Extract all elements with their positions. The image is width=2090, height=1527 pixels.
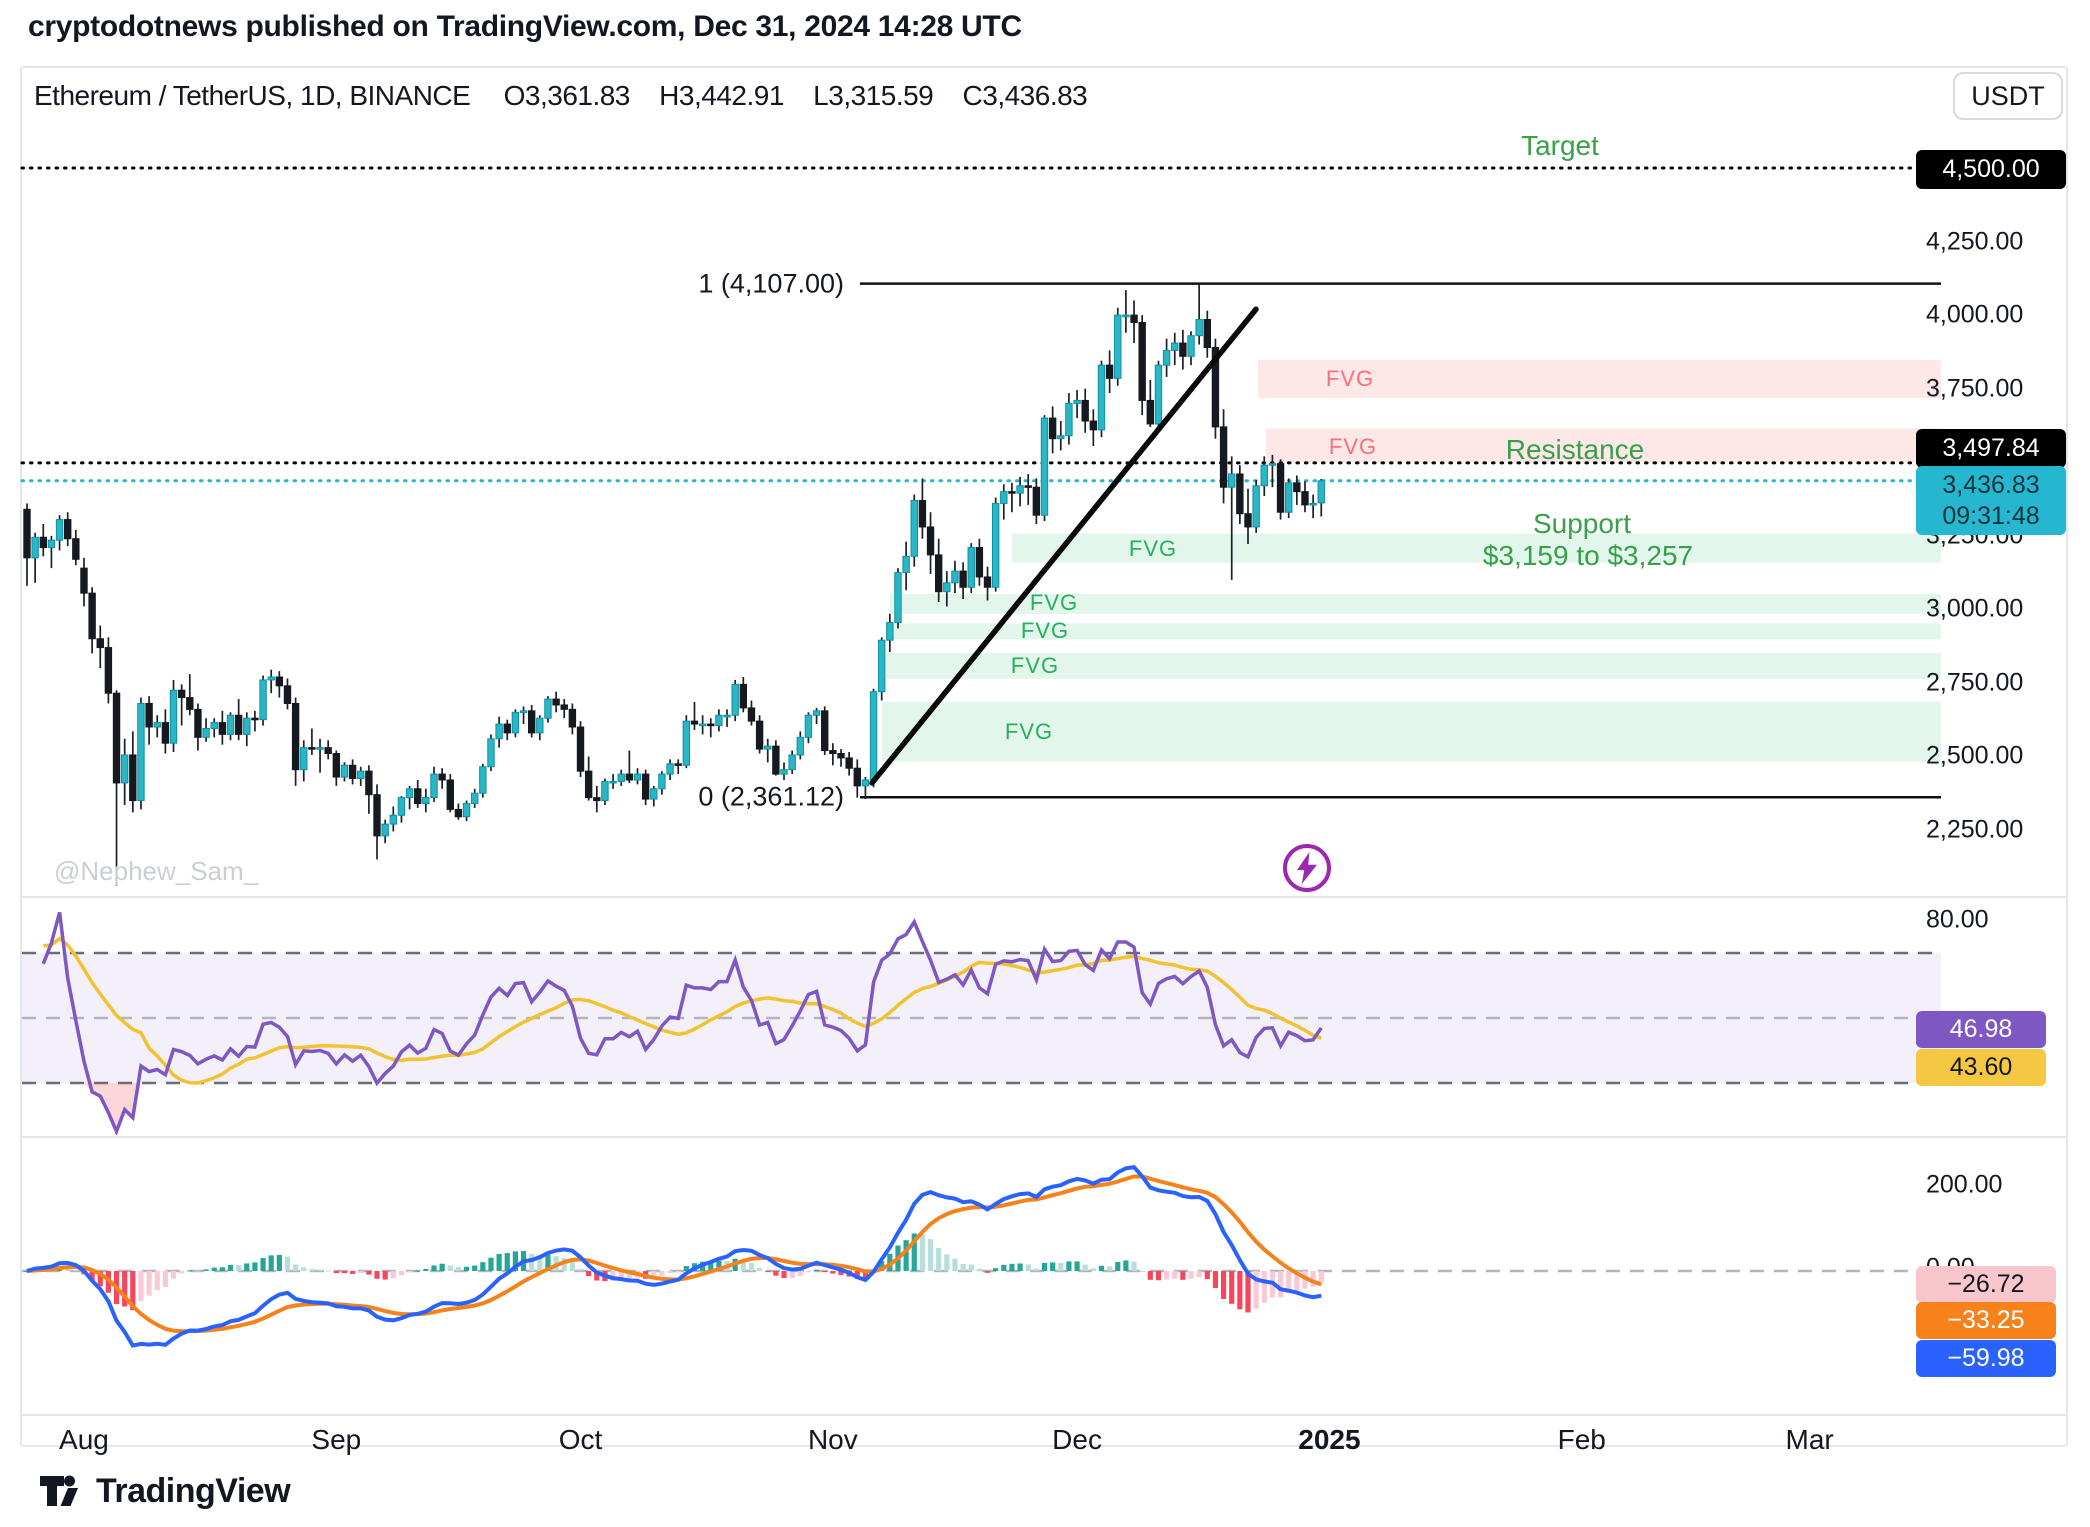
resistance-label: Resistance (1505, 434, 1645, 465)
bar-countdown: 09:31:48 (1942, 501, 2040, 530)
price-tick: 4,250.00 (1926, 227, 2024, 256)
date-axis-label-2025: 2025 (1298, 1424, 1361, 1455)
rsi-line (41, 911, 1323, 1135)
macd-line-pill: −59.98 (1916, 1340, 2056, 1377)
fvg-zone-label: FVG (1128, 536, 1178, 561)
target-label: Target (1521, 130, 1599, 161)
fvg-zone-red (1258, 360, 1941, 399)
symbol-bar: Ethereum / TetherUS, 1D, BINANCE O3,361.… (34, 80, 1109, 112)
fvg-zone-red (1266, 428, 1941, 463)
high-value: H3,442.91 (659, 80, 784, 111)
tradingview-logo[interactable]: TradingView (38, 1468, 291, 1514)
fib-level-1-label[interactable]: 1 (4,107.00) (698, 268, 844, 299)
fvg-zone-green (890, 623, 1941, 640)
date-axis-label-Dec: Dec (1052, 1424, 1102, 1455)
fib-level-0-label[interactable]: 0 (2,361.12) (698, 781, 844, 812)
fvg-zone-green (882, 701, 1941, 762)
date-axis-label-Sep: Sep (311, 1424, 362, 1455)
macd-hist-pill: −26.72 (1916, 1266, 2056, 1303)
symbol-title[interactable]: Ethereum / TetherUS, 1D, BINANCE (34, 80, 471, 111)
lightning-icon (1297, 852, 1317, 884)
currency-toggle-button[interactable]: USDT (1953, 72, 2063, 120)
support-label: Support (1532, 508, 1632, 539)
fvg-zone-label: FVG (1010, 653, 1060, 678)
price-tick: 2,500.00 (1926, 741, 2024, 770)
tradingview-logo-icon (40, 1475, 78, 1506)
fvg-zone-label: FVG (1020, 618, 1070, 643)
macd-signal-pill: −33.25 (1916, 1302, 2056, 1339)
fvg-zone-green (890, 594, 1941, 615)
fvg-zone-label: FVG (1328, 434, 1378, 459)
fvg-zone-green (1012, 533, 1941, 563)
candles (23, 283, 1325, 886)
author-watermark: @Nephew_Sam_ (54, 856, 259, 886)
date-axis-label-Aug: Aug (59, 1424, 109, 1455)
trend-line (869, 306, 1259, 786)
fvg-zone-label: FVG (1004, 719, 1054, 744)
fvg-zone-label: FVG (1325, 366, 1375, 391)
rsi-ma-value-pill: 43.60 (1916, 1049, 2046, 1086)
macd-axis-200: 200.00 (1926, 1170, 2003, 1199)
last-price-pill: 3,436.83 09:31:48 (1916, 466, 2066, 535)
price-tick: 2,250.00 (1926, 815, 2024, 844)
macd-signal-line (26, 1174, 1322, 1334)
date-axis-label-Oct: Oct (558, 1424, 603, 1455)
resistance-price-pill: 3,497.84 (1916, 429, 2066, 468)
boost-reaction-button[interactable] (1283, 844, 1331, 892)
close-value: C3,436.83 (962, 80, 1088, 111)
fvg-zone-label: FVG (1029, 590, 1079, 615)
rsi-ma-line (43, 936, 1322, 1085)
date-axis-label-Nov: Nov (807, 1424, 858, 1455)
low-value: L3,315.59 (813, 80, 934, 111)
date-axis-label-Mar: Mar (1785, 1424, 1834, 1455)
fvg-zone-green (886, 652, 1941, 679)
price-tick: 2,750.00 (1926, 668, 2024, 697)
open-value: O3,361.83 (503, 80, 631, 111)
rsi-value-pill: 46.98 (1916, 1011, 2046, 1048)
macd-line (26, 1164, 1322, 1348)
support-range-label: $3,159 to $3,257 (1482, 540, 1694, 571)
date-axis-label-Feb: Feb (1557, 1424, 1606, 1455)
ohlc-values: O3,361.83 H3,442.91 L3,315.59 C3,436.83 (504, 80, 1110, 111)
price-tick: 3,000.00 (1926, 594, 2024, 623)
price-tick: 3,750.00 (1926, 374, 2024, 403)
tradingview-logo-text: TradingView (96, 1471, 291, 1510)
last-price-value: 3,436.83 (1942, 471, 2040, 499)
rsi-axis-80: 80.00 (1926, 905, 1989, 934)
attribution-header: cryptodotnews published on TradingView.c… (28, 10, 1022, 43)
target-price-pill: 4,500.00 (1916, 150, 2066, 189)
price-tick: 4,000.00 (1926, 300, 2024, 329)
macd-histogram (24, 1233, 1324, 1313)
